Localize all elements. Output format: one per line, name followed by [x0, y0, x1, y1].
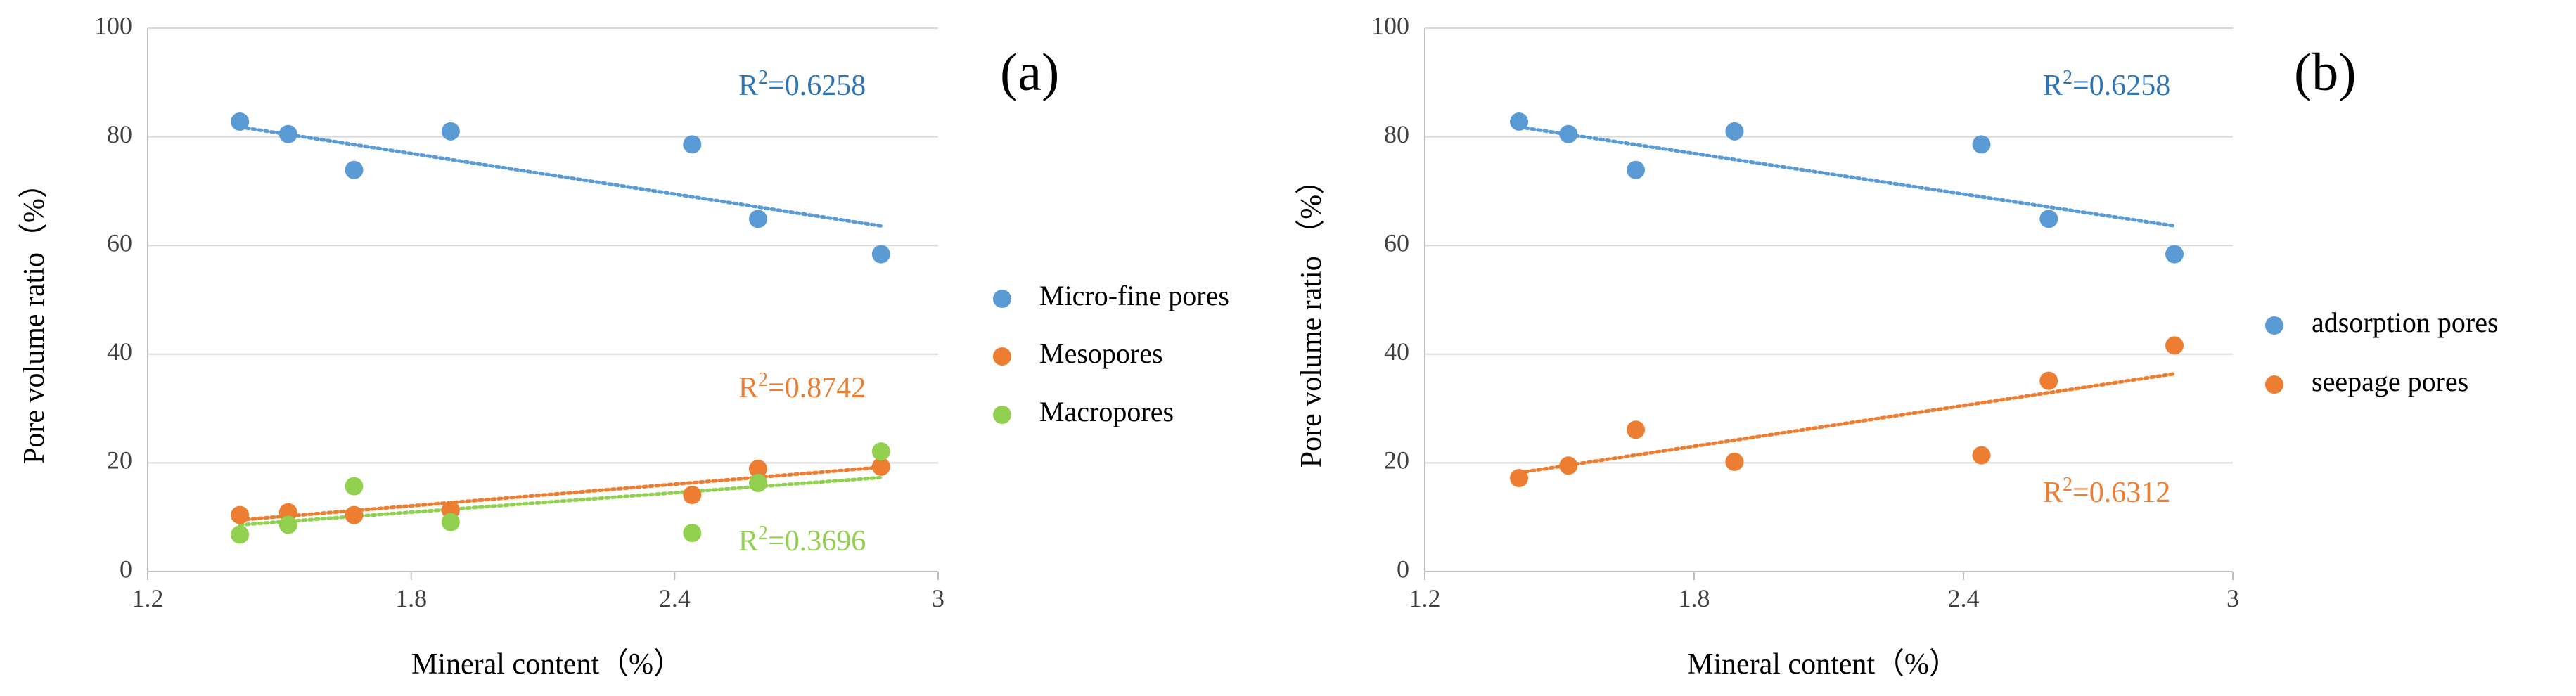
chart-b-y-tick-label: 40 — [1384, 337, 1409, 366]
data-point-seepage — [1725, 452, 1744, 471]
chart-a-points — [231, 112, 890, 544]
legend-marker-micro-fine — [993, 290, 1011, 308]
legend-label-adsorption: adsorption pores — [2312, 307, 2499, 338]
trendline-micro — [238, 125, 883, 228]
chart-a-axes — [147, 28, 939, 580]
data-point-meso — [748, 459, 767, 478]
data-point-seepage — [2039, 371, 2058, 390]
chart-a-y-ticks: 0 20 40 60 80 100 — [94, 11, 132, 583]
chart-a-x-tick-label: 3 — [932, 584, 944, 612]
legend-label-mesopores: Mesopores — [1039, 337, 1163, 369]
data-point-adsorption — [1510, 112, 1529, 131]
data-point-meso — [345, 505, 364, 524]
data-point-seepage — [1559, 456, 1578, 475]
chart-b-axes — [1424, 28, 2234, 580]
legend-marker-macropores — [993, 406, 1011, 424]
data-point-seepage — [2165, 336, 2184, 355]
data-point-adsorption — [1972, 135, 1991, 154]
chart-a-panel-label: (a) — [1000, 43, 1059, 102]
data-point-seepage — [1510, 469, 1529, 488]
data-point-seepage — [1972, 446, 1991, 465]
data-point-meso — [278, 503, 297, 522]
chart-b-r2-adsorption: R2=0.6258 — [2043, 67, 2170, 102]
chart-b-x-tick-label: 1.8 — [1679, 584, 1710, 612]
chart-b-x-axis-title: Mineral content（%） — [1687, 648, 1959, 681]
data-point-adsorption — [1725, 122, 1744, 141]
chart-a-legend: Micro-fine pores Mesopores Macropores — [993, 280, 1229, 427]
chart-b-x-tick-label: 2.4 — [1948, 584, 1980, 612]
data-point-adsorption — [1559, 124, 1578, 143]
data-point-micro — [441, 122, 460, 141]
chart-a-y-tick-label: 60 — [107, 228, 132, 257]
data-point-macro — [278, 515, 297, 534]
trendline-meso — [238, 465, 883, 522]
chart-a-x-ticks: 1.2 1.8 2.4 3 — [132, 584, 945, 612]
data-point-macro — [231, 525, 250, 544]
chart-a-x-tick-label: 1.2 — [132, 584, 164, 612]
chart-a-y-tick-label: 100 — [94, 11, 132, 39]
legend-marker-seepage — [2265, 375, 2283, 394]
trendline-adsorption — [1517, 125, 2177, 228]
chart-b-y-ticks: 0 20 40 60 80 100 — [1371, 11, 1409, 583]
chart-b-r2-seepage: R2=0.6312 — [2043, 474, 2170, 509]
chart-a-y-tick-label: 80 — [107, 120, 132, 148]
data-point-micro — [231, 112, 250, 131]
data-point-adsorption — [2039, 210, 2058, 228]
data-point-macro — [345, 477, 364, 496]
legend-label-micro-fine: Micro-fine pores — [1039, 280, 1229, 311]
chart-a-gridlines — [148, 27, 938, 464]
data-point-macro — [871, 442, 890, 461]
data-point-macro — [683, 524, 702, 543]
data-point-adsorption — [1627, 160, 1646, 179]
chart-b-y-tick-label: 100 — [1371, 11, 1409, 39]
chart-a-x-tick-label: 1.8 — [395, 584, 427, 612]
legend-marker-mesopores — [993, 347, 1011, 366]
chart-a-y-tick-label: 0 — [120, 555, 132, 583]
chart-b-points — [1510, 112, 2184, 488]
chart-a: 0 20 40 60 80 100 1.2 1.8 2.4 3 Mineral … — [18, 11, 1229, 681]
chart-b: 0 20 40 60 80 100 1.2 1.8 2.4 3 Mineral … — [1295, 11, 2499, 681]
chart-a-trendlines — [238, 125, 883, 527]
data-point-macro — [441, 513, 460, 531]
chart-b-x-tick-label: 3 — [2226, 584, 2239, 612]
chart-b-trendlines — [1517, 125, 2177, 475]
chart-b-panel-label: (b) — [2294, 43, 2357, 102]
chart-a-y-tick-label: 40 — [107, 337, 132, 366]
legend-label-macropores: Macropores — [1039, 396, 1174, 427]
chart-b-gridlines — [1425, 27, 2233, 464]
chart-a-y-axis-title: Pore volume ratio（%） — [18, 169, 51, 464]
trendline-seepage — [1517, 372, 2177, 475]
data-point-micro — [345, 160, 364, 179]
data-point-micro — [871, 245, 890, 264]
legend-label-seepage: seepage pores — [2312, 366, 2468, 397]
chart-b-y-tick-label: 60 — [1384, 228, 1409, 257]
chart-b-x-ticks: 1.2 1.8 2.4 3 — [1409, 584, 2240, 612]
chart-b-x-tick-label: 1.2 — [1409, 584, 1441, 612]
data-point-micro — [683, 135, 702, 154]
chart-b-y-axis-title: Pore volume ratio （%） — [1295, 165, 1328, 468]
chart-b-legend: adsorption pores seepage pores — [2265, 307, 2499, 397]
chart-b-y-tick-label: 20 — [1384, 446, 1409, 475]
chart-b-y-tick-label: 80 — [1384, 120, 1409, 148]
chart-a-r2-micro-fine: R2=0.6258 — [738, 67, 866, 102]
data-point-meso — [231, 505, 250, 524]
data-point-seepage — [1627, 420, 1646, 439]
chart-a-y-tick-label: 20 — [107, 446, 132, 475]
data-point-meso — [871, 457, 890, 476]
chart-a-x-axis-title: Mineral content（%） — [411, 648, 683, 681]
data-point-adsorption — [2165, 245, 2184, 264]
chart-a-x-tick-label: 2.4 — [659, 584, 691, 612]
trendline-macro — [238, 475, 883, 527]
data-point-meso — [683, 486, 702, 505]
chart-a-r2-macropores: R2=0.3696 — [738, 522, 866, 558]
data-point-macro — [748, 474, 767, 493]
legend-marker-adsorption — [2265, 316, 2283, 335]
data-point-micro — [748, 210, 767, 228]
chart-b-y-tick-label: 0 — [1397, 555, 1409, 583]
data-point-micro — [278, 124, 297, 143]
chart-a-r2-mesopores: R2=0.8742 — [738, 369, 866, 404]
